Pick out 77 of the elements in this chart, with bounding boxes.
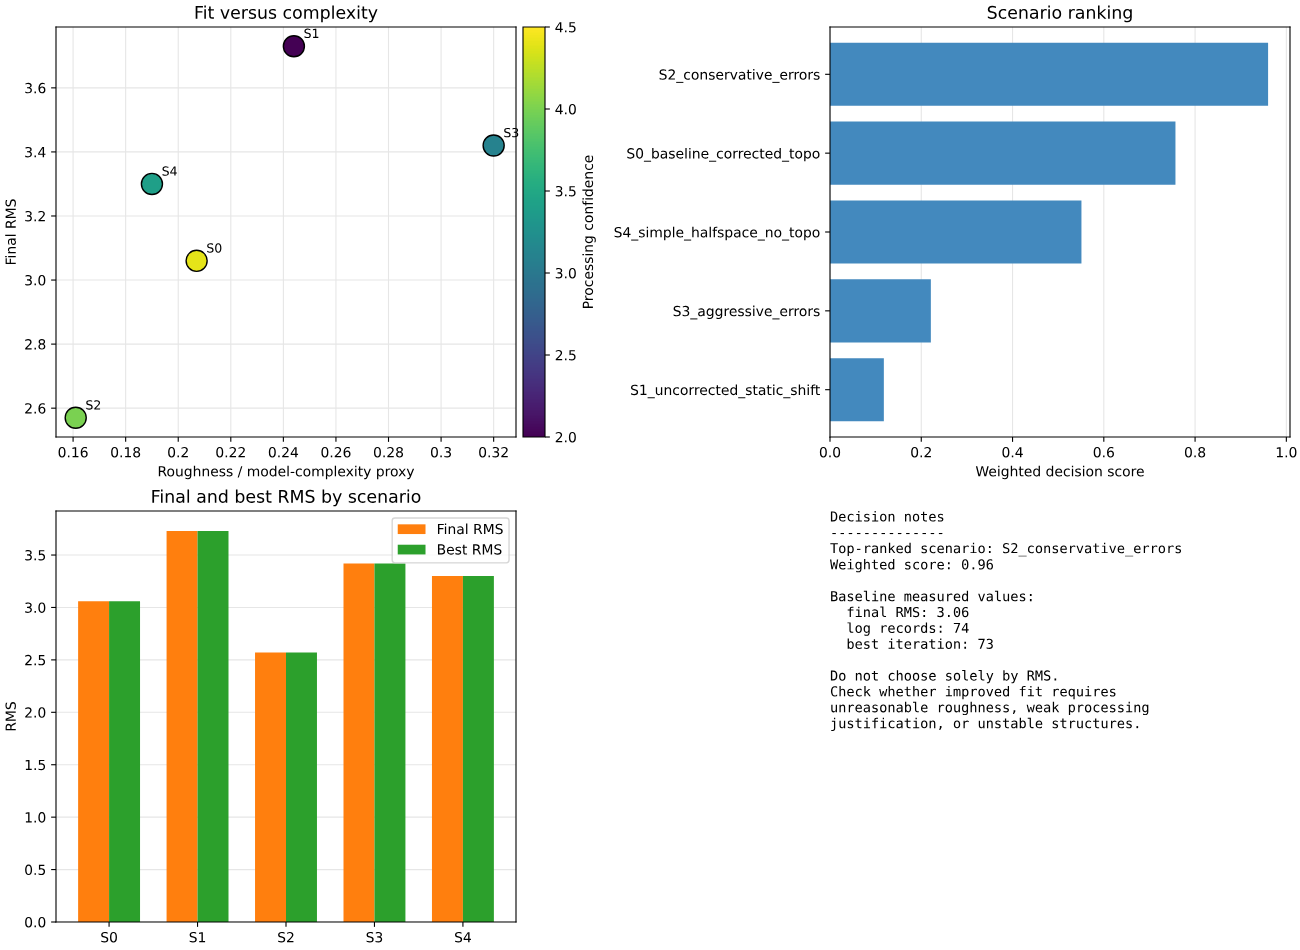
y-tick-label: 2.5	[25, 654, 46, 666]
bar	[286, 652, 317, 922]
y-tick-label: S1_uncorrected_static_shift	[630, 384, 820, 399]
x-tick-label: 0.26	[321, 446, 351, 458]
chart-title: Fit versus complexity	[195, 5, 378, 23]
bar	[431, 576, 463, 922]
y-tick-label: S3_aggressive_errors	[673, 305, 820, 320]
chart-title: Final and best RMS by scenario	[152, 489, 421, 507]
bar	[197, 530, 229, 922]
text: Do not choose solely by RMS. Check whether improved fit requires unreasonable roughness, weak processing justification, or unstable structures.	[830, 670, 1149, 731]
x-tick-label: 0.8	[1184, 446, 1206, 458]
y-tick-label: 0.0	[25, 916, 46, 928]
y-tick-label: 2.0	[25, 707, 46, 718]
bar	[343, 563, 375, 922]
annotation: S2	[86, 400, 101, 410]
y-axis-title: RMS	[5, 702, 16, 731]
x-tick-label: 1.0	[1276, 446, 1297, 458]
bar	[830, 358, 884, 422]
color-bar-label: 3.5	[555, 185, 576, 197]
x-tick-label: 0.2	[168, 446, 188, 458]
y-tick-label: 3.0	[25, 275, 46, 286]
text: Decision notes -------------- Top-ranked scenario: S2_conservative_errors Weighted score: 0.96	[830, 511, 1182, 573]
bar	[830, 42, 1269, 106]
annotation: S0	[207, 243, 222, 253]
bar	[255, 652, 286, 922]
y-tick-label: 3.5	[25, 550, 46, 561]
y-tick-label: 3.6	[25, 82, 46, 94]
y-tick-label: S2_conservative_errors	[659, 69, 820, 83]
y-tick-label: S4_simple_halfspace_no_topo	[614, 226, 820, 241]
x-tick-label: 0.18	[111, 446, 141, 458]
chart-title: Scenario ranking	[987, 5, 1132, 23]
x-tick-label: 0.4	[1002, 446, 1023, 458]
x-tick-label: 0.2	[911, 446, 931, 458]
y-tick-label: 1.5	[25, 759, 46, 771]
bar	[78, 601, 110, 922]
x-axis-title: Weighted decision score	[975, 465, 1144, 480]
color-bar-label: 2.5	[555, 349, 576, 361]
x-tick-label: S4	[455, 931, 471, 943]
x-tick-label: 0.3	[430, 446, 452, 458]
color-bar-label: 4.0	[555, 103, 576, 115]
legend-label: Best RMS	[437, 544, 502, 555]
x-tick-label: 0.0	[819, 446, 841, 458]
color-bar-label: 2.0	[555, 431, 576, 443]
bar	[166, 530, 198, 922]
x-tick-label: S3	[366, 931, 383, 943]
x-tick-label: 0.28	[373, 446, 404, 458]
y-tick-label: 2.8	[25, 339, 46, 350]
bar	[374, 563, 406, 922]
y-tick-label: 2.6	[25, 403, 46, 414]
color-bar-title: Processing confidence	[582, 155, 596, 308]
x-tick-label: S0	[101, 931, 117, 943]
y-axis-title: Final RMS	[5, 199, 16, 265]
y-tick-label: S0_baseline_corrected_topo	[627, 147, 820, 162]
y-tick-label: 1.0	[25, 812, 46, 823]
x-tick-label: S2	[278, 931, 294, 943]
text: Baseline measured values: final RMS: 3.06 log records: 74 best iteration: 73	[831, 590, 1032, 649]
bar	[830, 200, 1082, 264]
annotation: S1	[304, 28, 319, 39]
y-tick-label: 3.0	[25, 602, 46, 613]
bar	[109, 601, 141, 922]
x-tick-label: S1	[189, 931, 206, 943]
y-tick-label: 0.5	[25, 864, 46, 876]
bar	[830, 279, 931, 343]
x-tick-label: 0.16	[58, 446, 88, 458]
annotation: S4	[162, 166, 177, 176]
bar	[462, 576, 494, 922]
x-tick-label: 0.6	[1093, 446, 1114, 458]
x-axis-title: Roughness / model-complexity proxy	[158, 465, 415, 480]
legend-label: Final RMS	[437, 523, 503, 535]
x-tick-label: 0.24	[268, 446, 299, 458]
color-bar-label: 3.0	[555, 267, 576, 279]
color-bar-label: 4.5	[555, 22, 576, 33]
bar	[830, 121, 1176, 185]
y-tick-label: 3.4	[25, 146, 46, 158]
x-tick-label: 0.22	[216, 446, 245, 458]
y-tick-label: 3.2	[25, 210, 45, 222]
x-tick-label: 0.32	[479, 446, 508, 458]
